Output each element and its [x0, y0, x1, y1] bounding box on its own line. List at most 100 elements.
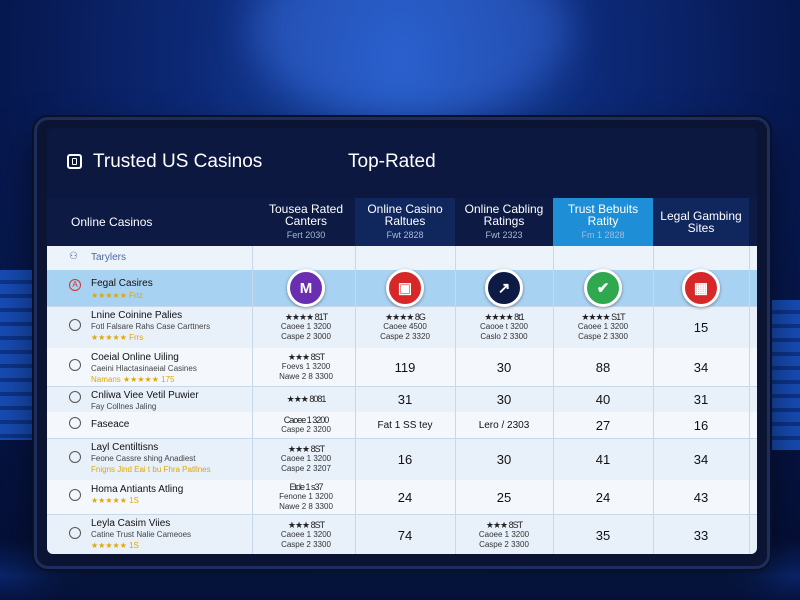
column-divider: [749, 270, 750, 306]
rating-details: ★★★ 8ST Caoee 1 3200 Caspe 2 3300: [281, 520, 331, 550]
rating-detail-line: ★★★ 8ST: [485, 520, 523, 530]
casino-stars: ★★★★★ 1S: [91, 541, 139, 550]
rating-detail-line: Caspe 2 3300: [578, 332, 628, 341]
check-logo-icon[interactable]: ✔: [584, 269, 622, 307]
column-divider: [653, 438, 654, 480]
casino-description: Caeini Hlactasinaeial Casines: [91, 364, 197, 373]
casino-logo-icon: [67, 154, 82, 169]
column-divider: [653, 306, 654, 348]
rating-detail-line: ★★★ 8081: [286, 394, 327, 404]
column-divider: [749, 348, 750, 386]
casino-name-cell: Homa Antiants Atling ★★★★★ 1S: [47, 480, 252, 514]
featured-casino-row[interactable]: A Fegal Casires ★★★★★ Frtz M ▣ ↗ ✔ ▦: [47, 269, 757, 307]
rating-cell: ★★★★ S1T Caoee 1 3200 Caspe 2 3300: [553, 306, 653, 348]
casino-row[interactable]: Lnine Coinine Palies Fotl Falsare Rahs Ca…: [47, 306, 757, 349]
casino-description: Fotl Falsare Rahs Case Carttners: [91, 322, 211, 331]
column-divider: [455, 438, 456, 480]
warning-icon: A: [69, 279, 81, 291]
column-divider: [455, 270, 456, 306]
casino-row[interactable]: Homa Antiants Atling ★★★★★ 1S Etde 1 s37 Fe…: [47, 480, 757, 515]
rating-detail-line: Nawe 2 8 3300: [279, 372, 333, 381]
arrow-logo-icon[interactable]: ↗: [485, 269, 523, 307]
rating-detail-line: Caooe t 3200: [479, 322, 529, 331]
casino-name[interactable]: Homa Antiants Atling: [91, 484, 184, 495]
rating-cell: 16: [355, 438, 455, 480]
rating-cell: ★★★ 8081: [257, 386, 355, 412]
column-divider: [355, 514, 356, 554]
shield-icon: [69, 391, 81, 403]
column-divider: [653, 480, 654, 514]
column-divider: [355, 412, 356, 438]
rating-detail-line: Etde 1 s37: [289, 482, 323, 492]
column-divider: [455, 412, 456, 438]
casino-stars: Fnigns Jind Eai t bu Fhra Patllnes: [91, 465, 211, 474]
card-logo-icon[interactable]: ▣: [386, 269, 424, 307]
app-header: Trusted US Casinos Top-Rated: [47, 128, 757, 198]
rating-cell: ★★★★ 8t1 Caooe t 3200 Caslo 2 3300: [455, 306, 553, 348]
filter-row[interactable]: ⚇ Tarylers: [47, 246, 757, 271]
rating-value: 34: [693, 451, 709, 467]
rating-detail-line: ★★★ 8ST: [287, 352, 325, 362]
casino-name[interactable]: Cnliwa Viee Vetil Puwier: [91, 390, 199, 401]
column-divider: [653, 386, 654, 412]
column-header-legal-sites[interactable]: Legal Gambing Sites: [653, 198, 749, 246]
column-divider: [252, 480, 253, 514]
column-divider: [252, 270, 253, 306]
column-divider: [455, 386, 456, 412]
rating-value: 24: [595, 489, 611, 505]
casino-stars: ★★★★★ Frtz: [91, 291, 143, 300]
casino-row[interactable]: Leyla Casim Viies Catine Trust Nalie Came…: [47, 514, 757, 554]
casino-name-cell: Cnliwa Viee Vetil Puwier Fay Collnes Jali…: [47, 386, 252, 422]
rating-value: 16: [693, 417, 709, 433]
column-divider: [252, 514, 253, 554]
casino-name[interactable]: Lnine Coinine Palies: [91, 310, 183, 321]
column-header-cabling-ratings[interactable]: Online Cabling Ratings Fwt 2323: [464, 202, 544, 240]
column-divider: [355, 480, 356, 514]
column-divider: [749, 246, 750, 270]
rating-value: 43: [693, 489, 709, 505]
column-divider: [653, 412, 654, 438]
casino-name[interactable]: Layl Centiltisns: [91, 442, 159, 453]
casino-stars: Namans ★★★★★ 175: [91, 375, 175, 384]
gift-logo-icon[interactable]: ▦: [682, 269, 720, 307]
casino-row[interactable]: Coeial Online Uiling Caeini Hlactasinaeia…: [47, 348, 757, 387]
rating-detail-line: ★★★★ 81T: [284, 312, 328, 322]
rating-cell: ★★★ 8ST Caoee 1 3200 Caspe 2 3300: [257, 514, 355, 554]
rating-cell: Lero / 2303: [455, 412, 553, 438]
casino-row[interactable]: Layl Centiltisns Feone Cassre shing Anadi…: [47, 438, 757, 481]
casino-name[interactable]: Leyla Casim Viies: [91, 518, 171, 529]
column-header-casino-ratings[interactable]: Online Casino Raltues Fwt 2828: [355, 198, 455, 246]
rating-detail-line: Foevs 1 3200: [281, 362, 331, 371]
y-logo-icon: [69, 359, 81, 371]
column-divider: [553, 348, 554, 386]
casino-name[interactable]: Faseace: [91, 419, 130, 430]
casino-name[interactable]: Fegal Casires: [91, 278, 153, 289]
column-divider: [653, 348, 654, 386]
poker-chip-stack: [0, 270, 40, 440]
brand-badge-cell: ✔: [553, 269, 653, 307]
column-divider: [355, 348, 356, 386]
column-divider: [749, 412, 750, 438]
rating-cell: 43: [653, 480, 749, 514]
rating-value: 24: [397, 489, 413, 505]
rating-cell: 40: [553, 386, 653, 412]
rating-detail-line: Caspe 2 3000: [281, 332, 331, 341]
rating-detail-line: ★★★ 8ST: [287, 520, 325, 530]
rating-cell: ★★★★ 8G Caoee 4500 Caspe 2 3320: [355, 306, 455, 348]
casino-row[interactable]: Faseace Caoee 1 3200 Caspe 2 3200 Fat 1 SS …: [47, 412, 757, 439]
column-divider: [252, 348, 253, 386]
column-header-trust-ratity[interactable]: Trust Bebuits Ratity Fm 1 2828: [553, 198, 653, 246]
column-divider: [553, 480, 554, 514]
rating-cell: ★★★ 8ST Caoee 1 3200 Caspe 2 3207: [257, 438, 355, 480]
rating-cell: 33: [653, 514, 749, 554]
rating-value: 30: [496, 451, 512, 467]
casino-row[interactable]: Cnliwa Viee Vetil Puwier Fay Collnes Jali…: [47, 386, 757, 422]
casino-name[interactable]: Coeial Online Uiling: [91, 352, 179, 363]
m-logo-icon[interactable]: M: [287, 269, 325, 307]
app-title: Trusted US Casinos: [93, 151, 263, 172]
column-header-rated-centers[interactable]: Tousea Rated Canters Fert 2030: [268, 202, 344, 240]
column-divider: [749, 514, 750, 554]
rating-value: 33: [693, 527, 709, 543]
column-header-online-casinos[interactable]: Online Casinos: [71, 215, 153, 229]
top-rated-tab[interactable]: Top-Rated: [348, 151, 436, 172]
